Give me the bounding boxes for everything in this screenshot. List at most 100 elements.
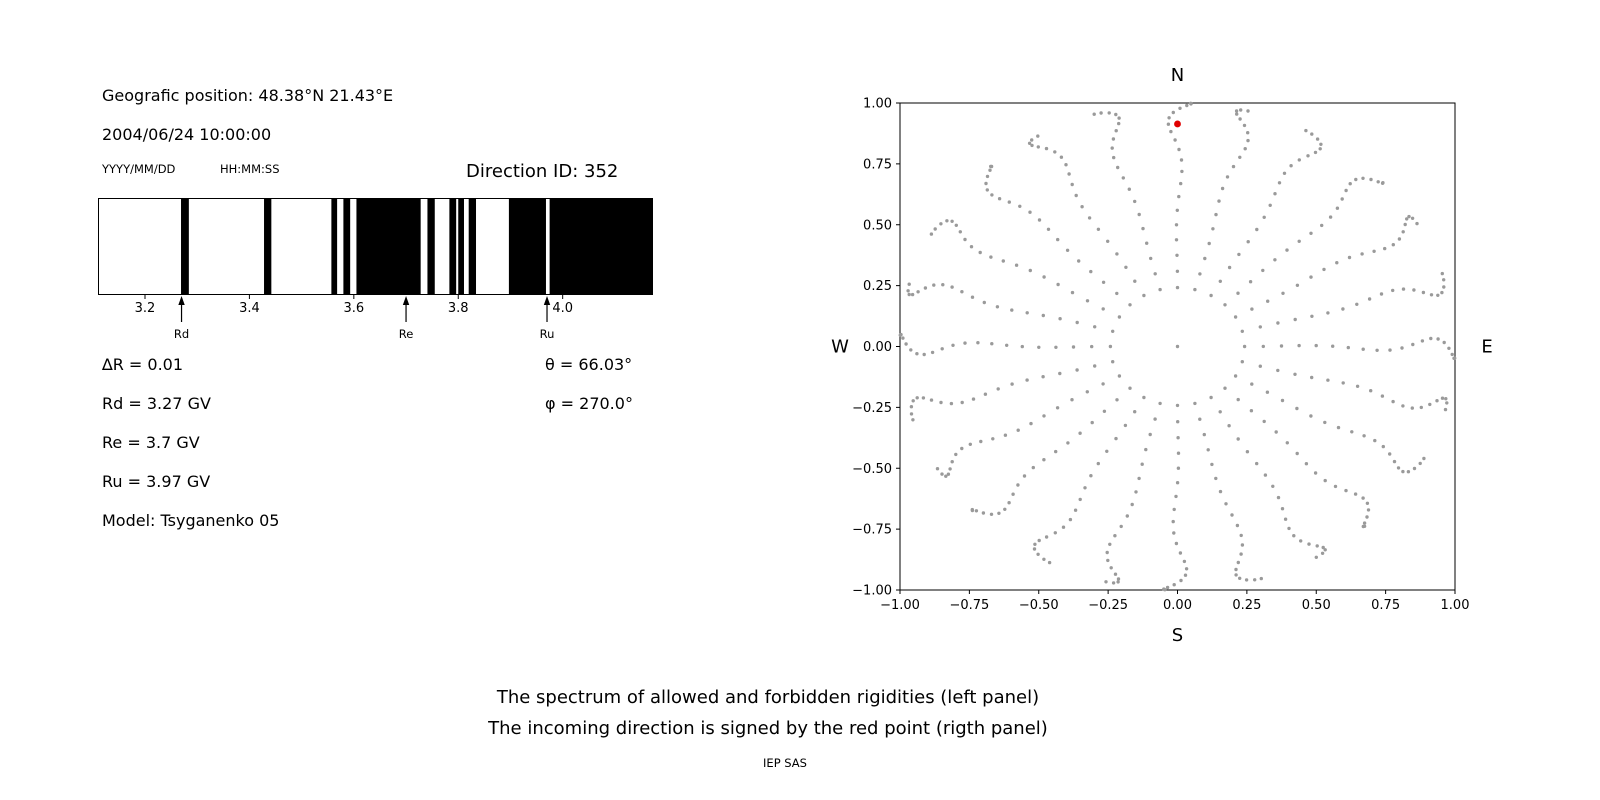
grid-dot	[982, 300, 986, 305]
grid-dot	[1238, 576, 1242, 580]
grid-dot	[1314, 555, 1318, 559]
grid-dot	[1273, 258, 1277, 262]
grid-dot	[1032, 547, 1037, 551]
grid-dot	[1053, 150, 1057, 154]
x-tick-label: 3.2	[135, 301, 156, 316]
grid-dot	[1297, 343, 1301, 348]
grid-dot	[1313, 150, 1318, 155]
date-format-label: YYYY/MM/DD	[102, 162, 176, 176]
grid-dot	[1007, 501, 1011, 505]
y-tick-label: 0.75	[863, 157, 892, 172]
grid-dot	[990, 193, 994, 197]
grid-dot	[978, 250, 982, 255]
grid-dot	[1281, 291, 1285, 295]
grid-dot	[1412, 466, 1417, 471]
grid-dot	[1070, 398, 1074, 402]
grid-dot	[1444, 397, 1448, 401]
grid-dot	[1273, 192, 1277, 196]
grid-dot	[1078, 497, 1082, 502]
grid-dot	[907, 282, 911, 286]
grid-dot	[1165, 585, 1170, 590]
grid-dot	[1236, 397, 1240, 402]
y-tick-label: 0.25	[863, 279, 892, 294]
x-tick-label: 0.00	[1163, 598, 1192, 613]
grid-dot	[951, 343, 955, 347]
grid-dot	[1250, 382, 1254, 386]
grid-dot	[1262, 419, 1266, 424]
grid-dot	[1207, 241, 1211, 246]
grid-dot	[1054, 449, 1058, 454]
x-tick-label: 0.25	[1232, 598, 1261, 613]
grid-dot	[929, 398, 934, 402]
grid-dot	[1209, 293, 1213, 298]
grid-dot	[1326, 311, 1330, 315]
grid-dot	[1085, 390, 1089, 394]
grid-dot	[1117, 315, 1122, 319]
grid-dot	[940, 472, 944, 476]
grid-dot	[1175, 253, 1179, 257]
grid-dot	[1193, 401, 1197, 406]
grid-dot	[910, 292, 915, 297]
grid-dot	[1056, 237, 1060, 242]
grid-dot	[1128, 303, 1132, 307]
grid-dot	[1227, 265, 1232, 270]
grid-dot	[1065, 248, 1070, 252]
phi-value: φ = 270.0°	[545, 394, 633, 413]
grid-dot	[1047, 560, 1052, 565]
grid-dot	[1005, 343, 1009, 347]
grid-dot	[929, 232, 934, 236]
grid-dot	[1234, 567, 1238, 572]
direction-grid-dots	[898, 101, 1457, 592]
marker-label: Re	[399, 327, 414, 341]
grid-dot	[1420, 339, 1425, 343]
grid-dot	[1315, 544, 1319, 548]
grid-dot	[950, 460, 954, 464]
grid-dot	[1258, 325, 1262, 329]
grid-dot	[1253, 578, 1257, 582]
grid-dot	[1198, 272, 1202, 276]
grid-dot	[1172, 583, 1176, 587]
grid-dot	[1218, 410, 1222, 414]
grid-dot	[940, 347, 944, 351]
grid-dot	[1295, 406, 1299, 411]
grid-dot	[1310, 375, 1314, 380]
geographic-position: Geografic position: 48.38°N 21.43°E	[102, 86, 394, 105]
grid-dot	[1101, 382, 1105, 386]
grid-dot	[1171, 519, 1175, 524]
grid-dot	[968, 442, 972, 446]
grid-dot	[935, 467, 940, 471]
grid-dot	[1224, 502, 1228, 506]
grid-dot	[1193, 287, 1197, 292]
grid-dot	[1044, 535, 1049, 539]
grid-dot	[1141, 226, 1145, 231]
grid-dot	[1443, 407, 1448, 412]
grid-dot	[1321, 545, 1325, 550]
grid-dot	[945, 219, 949, 223]
grid-dot	[989, 512, 994, 516]
grid-dot	[1297, 239, 1301, 243]
grid-dot	[1105, 550, 1109, 555]
grid-dot	[1054, 345, 1058, 349]
grid-dot	[1249, 409, 1254, 413]
grid-dot	[1388, 452, 1392, 456]
grid-dot	[1392, 459, 1397, 464]
grid-dot	[1025, 311, 1029, 315]
grid-dot	[1179, 181, 1183, 186]
grid-dot	[1401, 404, 1405, 408]
grid-dot	[1410, 406, 1414, 410]
grid-dot	[1440, 271, 1444, 276]
grid-dot	[1238, 155, 1242, 159]
grid-dot	[1322, 267, 1326, 272]
allowed-band	[343, 199, 351, 294]
grid-dot	[1106, 558, 1110, 563]
grid-dot	[1116, 165, 1120, 170]
grid-dot	[1096, 227, 1101, 231]
grid-dot	[1250, 307, 1254, 311]
grid-dot	[1177, 194, 1181, 199]
grid-dot	[1406, 470, 1411, 474]
grid-dot	[958, 230, 962, 234]
grid-dot	[1243, 147, 1247, 151]
grid-dot	[1111, 360, 1115, 364]
grid-dot	[1115, 252, 1119, 256]
